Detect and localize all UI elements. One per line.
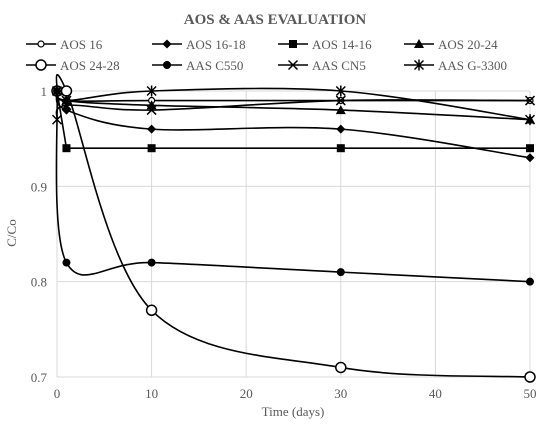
data-point — [35, 59, 47, 71]
x-tick-label: 40 — [429, 386, 442, 401]
data-point — [336, 268, 345, 277]
series-line — [55, 99, 531, 121]
data-point — [146, 105, 157, 116]
series-aos-16 — [53, 87, 534, 105]
legend-label: AOS 24-28 — [60, 58, 120, 73]
y-tick-label: 1 — [41, 84, 48, 99]
series-aos-20-24 — [52, 86, 535, 124]
legend-item: AOS 24-28 — [26, 58, 120, 73]
axes: 0.70.80.910 10 20 30 40 50 — [31, 84, 537, 401]
data-point — [51, 114, 63, 125]
data-point — [162, 39, 172, 49]
legend-item: AAS C550 — [152, 58, 243, 73]
legend-item: AAS G-3300 — [404, 58, 507, 73]
legend-label: AOS 20-24 — [438, 37, 498, 52]
series-aos-14-16 — [53, 87, 534, 153]
data-point — [60, 85, 73, 97]
y-axis-label: C/Co — [4, 219, 19, 246]
data-point — [526, 144, 534, 153]
data-point — [335, 85, 346, 97]
legend-item: AAS CN5 — [278, 58, 366, 73]
data-point — [61, 105, 71, 115]
data-point — [336, 144, 345, 153]
data-point — [524, 371, 536, 383]
chart-title: AOS & AAS EVALUATION — [184, 12, 367, 28]
legend-label: AOS 16 — [60, 37, 103, 52]
legend-item: AOS 14-16 — [278, 37, 372, 52]
y-tick-label: 0.9 — [31, 179, 47, 194]
data-point — [145, 304, 158, 317]
series-layer — [51, 73, 536, 383]
y-tick-label: 0.8 — [31, 275, 47, 290]
data-point — [62, 144, 71, 153]
x-tick-label: 50 — [524, 386, 537, 401]
legend-label: AAS CN5 — [312, 58, 366, 73]
data-point — [287, 59, 299, 71]
data-point — [147, 124, 157, 134]
data-point — [163, 61, 171, 69]
data-point — [525, 153, 535, 163]
data-point — [336, 124, 346, 134]
data-point — [61, 95, 72, 107]
x-axis-label: Time (days) — [262, 404, 325, 419]
data-point — [414, 39, 424, 48]
legend-item: AOS 20-24 — [404, 37, 498, 52]
data-point — [524, 95, 536, 106]
data-point — [62, 258, 71, 267]
series-line — [55, 73, 531, 378]
y-tick-label: 0.7 — [31, 370, 48, 385]
x-tick-label: 30 — [334, 386, 347, 401]
series-aas-c550 — [53, 87, 534, 286]
x-tick-label: 10 — [145, 386, 158, 401]
data-point — [524, 114, 536, 126]
series-aas-g-3300 — [51, 85, 536, 126]
data-point — [147, 258, 156, 267]
legend-label: AOS 16-18 — [186, 37, 246, 52]
legend-item: AOS 16 — [26, 37, 103, 52]
data-point — [147, 144, 156, 153]
data-point — [335, 95, 346, 106]
x-tick-label: 20 — [240, 386, 253, 401]
legend-label: AOS 14-16 — [312, 37, 372, 52]
legend-label: AAS G-3300 — [438, 58, 507, 73]
data-point — [335, 105, 346, 115]
series-line — [55, 90, 531, 283]
series-line — [55, 90, 531, 121]
data-point — [413, 59, 425, 71]
chart-legend: AOS 16 AOS 16-18 AOS 14-16 AOS 20-24 AOS 24-… — [26, 37, 507, 73]
data-point — [37, 40, 45, 48]
series-aos-24-28 — [51, 73, 536, 383]
legend-item: AOS 16-18 — [152, 37, 246, 52]
data-point — [51, 85, 63, 97]
data-point — [526, 277, 534, 286]
data-point — [335, 361, 347, 374]
data-point — [146, 85, 157, 97]
x-tick-label: 0 — [54, 386, 61, 401]
legend-label: AAS C550 — [186, 58, 243, 73]
gridlines — [56, 90, 531, 378]
series-aos-16-18 — [52, 86, 535, 163]
data-point — [289, 40, 297, 48]
